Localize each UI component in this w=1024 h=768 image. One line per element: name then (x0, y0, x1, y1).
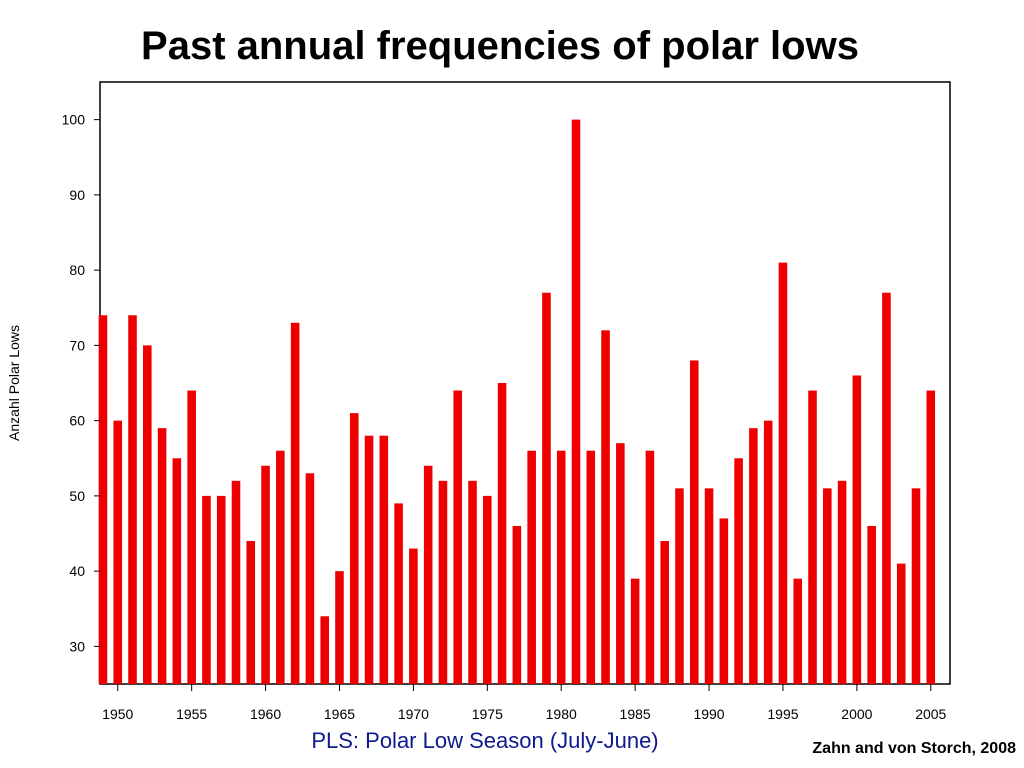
bar-1999 (837, 480, 847, 684)
bar-1971 (423, 465, 433, 684)
bar-1962 (290, 322, 300, 684)
bar-1987 (660, 541, 669, 684)
bar-1955 (187, 390, 196, 684)
bar-1974 (468, 480, 477, 684)
bar-1973 (453, 390, 463, 684)
y-tick-label: 60 (69, 413, 85, 429)
x-tick-label: 1985 (620, 706, 651, 722)
bar-1951 (128, 315, 137, 684)
bar-1998 (823, 488, 832, 684)
bar-1954 (172, 458, 182, 684)
bar-1953 (157, 428, 167, 684)
x-tick-label: 1955 (176, 706, 207, 722)
x-tick-label: 1980 (546, 706, 577, 722)
bar-1960 (261, 465, 270, 684)
x-tick-label: 1995 (767, 706, 798, 722)
bar-1983 (601, 330, 610, 684)
bar-1967 (364, 435, 374, 684)
bar-1986 (645, 450, 655, 684)
bar-1963 (305, 473, 315, 684)
x-tick-label: 1950 (102, 706, 133, 722)
bar-1993 (749, 428, 758, 684)
bar-2002 (882, 292, 891, 684)
y-axis-label: Anzahl Polar Lows (6, 325, 22, 441)
bar-1961 (276, 450, 285, 684)
bar-1957 (216, 495, 226, 685)
bar-1997 (808, 390, 817, 684)
bar-1989 (689, 360, 699, 684)
bar-1996 (793, 578, 803, 684)
x-tick-label: 2005 (915, 706, 946, 722)
source-credit: Zahn and von Storch, 2008 (812, 740, 1016, 757)
bar-1994 (763, 420, 773, 685)
bar-1972 (438, 480, 448, 684)
bar-1959 (246, 541, 256, 684)
bar-1992 (734, 458, 743, 684)
bar-1966 (349, 413, 359, 684)
bar-1975 (483, 495, 492, 685)
bar-1978 (527, 450, 536, 684)
bar-1950 (113, 420, 123, 685)
bar-1956 (202, 495, 211, 685)
bar-1977 (512, 525, 522, 684)
bar-1990 (704, 488, 714, 684)
bar-1952 (143, 345, 152, 685)
chart-title: Past annual frequencies of polar lows (141, 24, 859, 68)
bar-1984 (616, 443, 625, 684)
bar-1981 (571, 119, 581, 685)
x-tick-label: 1965 (324, 706, 355, 722)
y-tick-label: 70 (69, 337, 85, 353)
bar-1980 (556, 450, 566, 684)
bar-1968 (379, 435, 389, 684)
y-tick-label: 30 (69, 638, 85, 654)
bar-2000 (852, 375, 862, 684)
y-tick-label: 90 (69, 187, 85, 203)
x-tick-label: 1975 (472, 706, 503, 722)
bar-1949 (98, 315, 108, 684)
bar-1964 (320, 616, 329, 684)
bar-2004 (911, 488, 921, 684)
bar-1969 (394, 503, 403, 684)
y-tick-label: 100 (62, 112, 86, 128)
bar-1985 (630, 578, 640, 684)
x-tick-label: 1990 (693, 706, 724, 722)
bar-1965 (335, 571, 344, 685)
bar-2001 (867, 525, 876, 684)
bar-1979 (542, 292, 551, 684)
y-tick-label: 40 (69, 563, 85, 579)
bar-1970 (409, 548, 418, 684)
bar-1958 (231, 480, 241, 684)
bar-1982 (586, 450, 596, 684)
x-tick-label: 2000 (841, 706, 872, 722)
plot-frame (99, 81, 951, 685)
bar-1976 (497, 383, 507, 684)
x-tick-label: 1960 (250, 706, 281, 722)
y-tick-label: 50 (69, 488, 85, 504)
x-axis-caption: PLS: Polar Low Season (July-June) (311, 728, 659, 753)
x-tick-label: 1970 (398, 706, 429, 722)
bar-2003 (896, 563, 906, 684)
y-tick-label: 80 (69, 262, 85, 278)
bar-1991 (719, 518, 729, 684)
bar-1988 (675, 488, 684, 684)
bar-1995 (778, 262, 788, 684)
bar-2005 (926, 390, 936, 684)
